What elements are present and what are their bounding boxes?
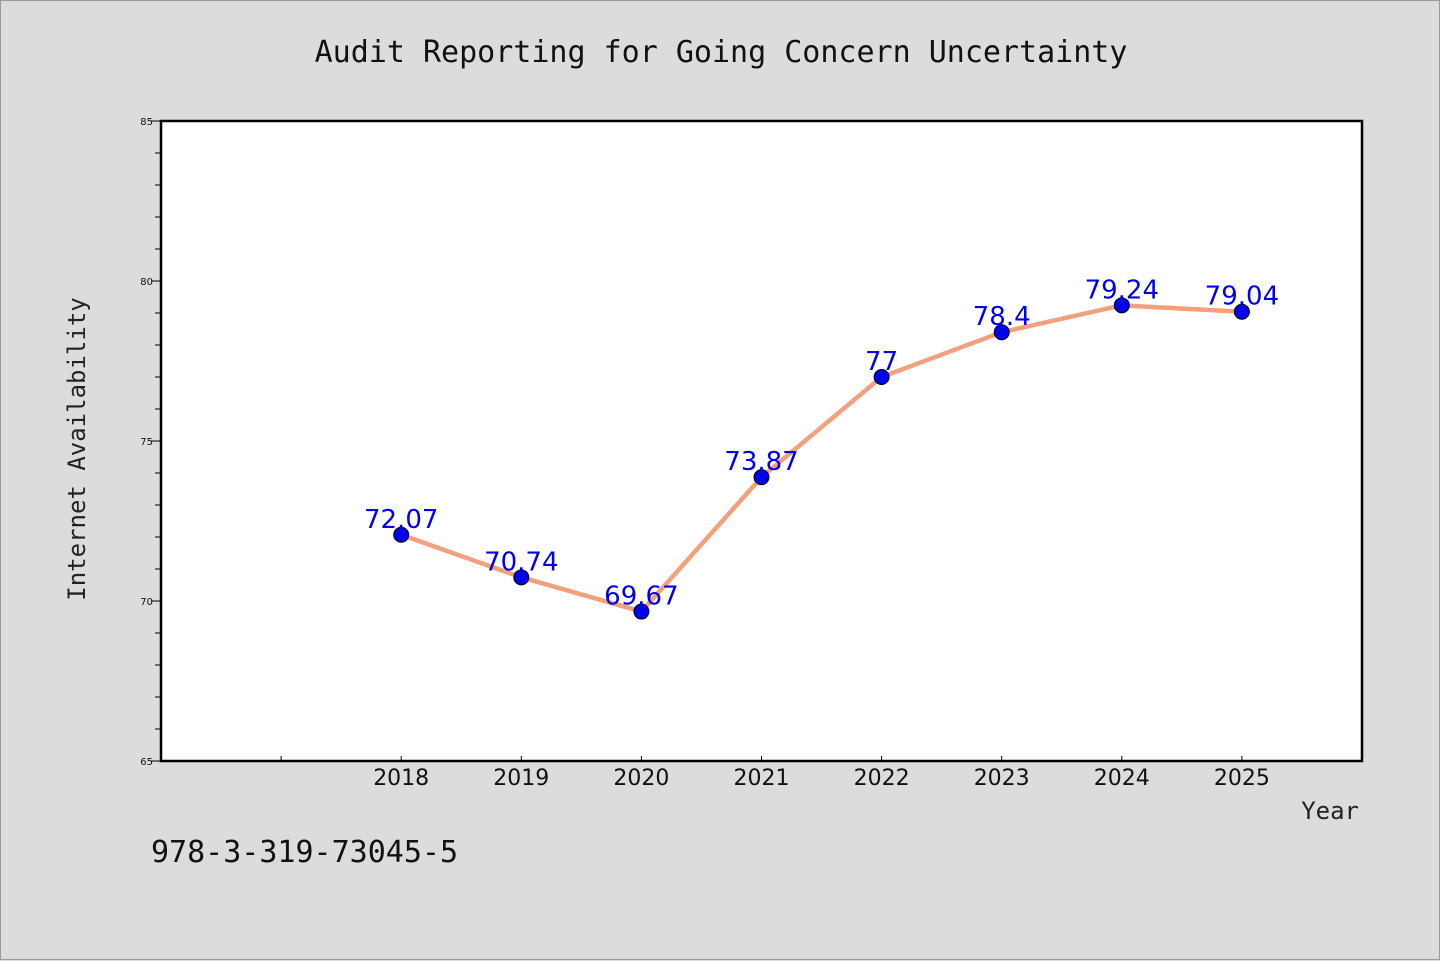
data-point	[753, 469, 770, 486]
data-label: 79.24	[1085, 275, 1159, 305]
data-label: 77	[865, 347, 898, 377]
x-tick-label: 2024	[1094, 766, 1150, 791]
x-tick-label: 2020	[613, 766, 669, 791]
x-tick-label: 2025	[1214, 766, 1270, 791]
x-tick-label: 2019	[493, 766, 549, 791]
data-label: 72.07	[364, 505, 438, 535]
series-line	[400, 303, 1243, 614]
x-axis-label: Year	[1301, 797, 1359, 825]
data-label: 79.04	[1205, 282, 1279, 312]
data-label: 70.74	[484, 547, 558, 577]
x-tick-label: 2021	[734, 766, 790, 791]
data-point	[513, 569, 530, 586]
isbn-code: 978-3-319-73045-5	[151, 835, 459, 870]
data-point	[873, 369, 890, 385]
data-point	[633, 603, 650, 620]
x-tick-label: 2023	[974, 766, 1030, 791]
y-tick-label: 70	[140, 597, 153, 608]
data-point	[393, 526, 410, 543]
data-point	[1233, 303, 1250, 320]
data-label: 69.67	[604, 582, 678, 612]
plot-area	[159, 119, 1364, 763]
chart-title: Audit Reporting for Going Concern Uncert…	[314, 35, 1128, 70]
data-point	[993, 324, 1010, 341]
x-tick-label: 2022	[854, 766, 910, 791]
y-tick-label: 85	[140, 117, 153, 128]
y-tick-label: 80	[140, 277, 153, 288]
data-label: 78.4	[973, 302, 1031, 332]
y-axis-label: Internet Availability	[63, 297, 91, 601]
data-point	[1113, 297, 1130, 314]
y-tick-label: 65	[140, 757, 153, 768]
data-label: 73.87	[724, 447, 798, 477]
x-tick-label: 2018	[373, 766, 429, 791]
y-tick-label: 75	[140, 437, 153, 448]
